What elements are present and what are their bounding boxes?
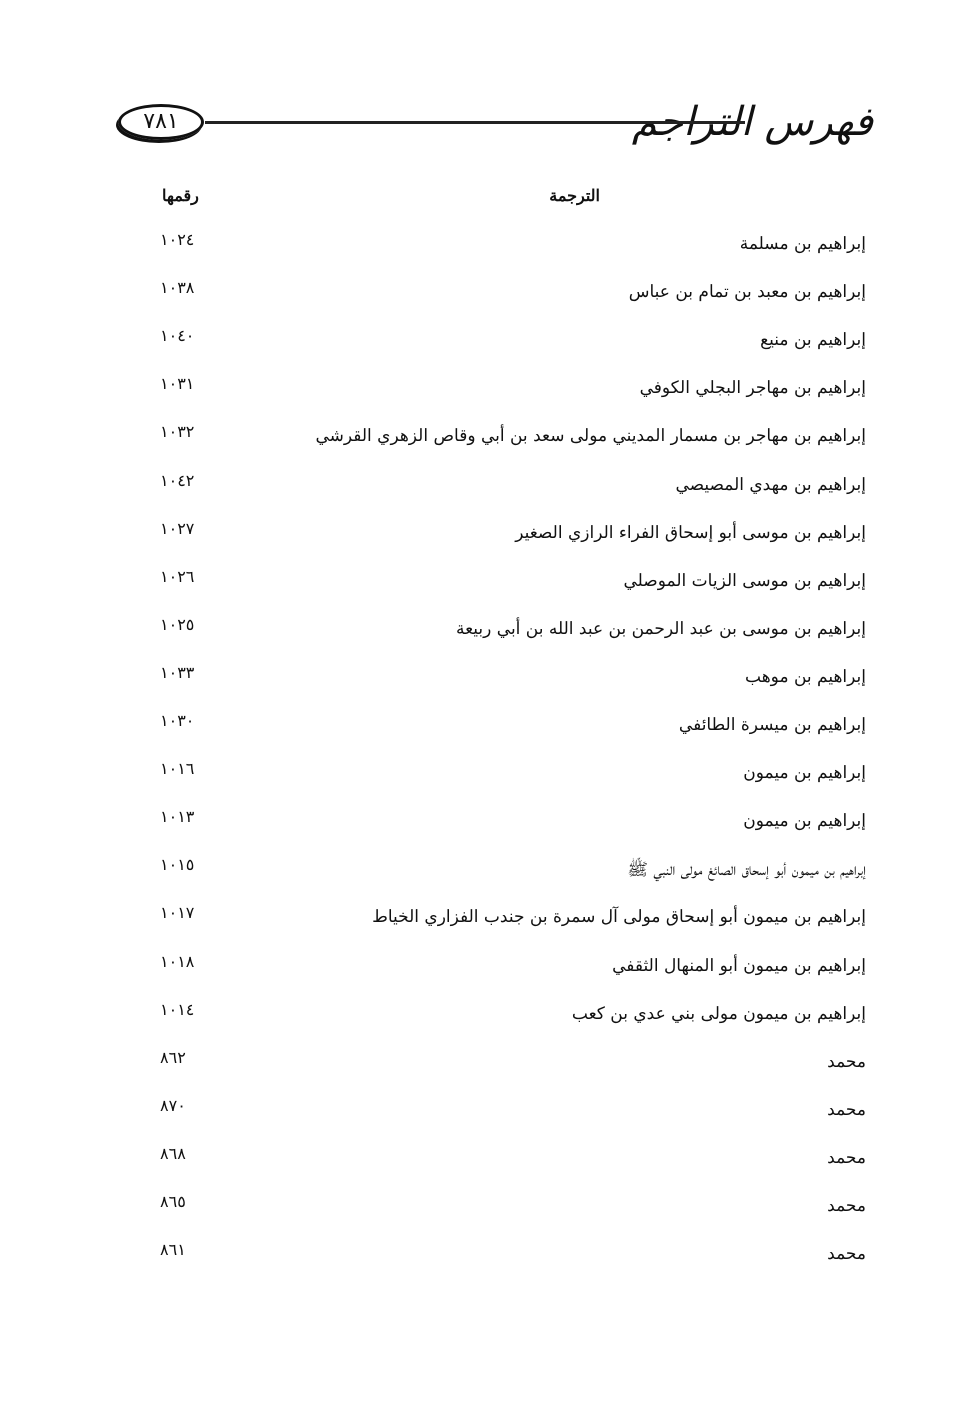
entry-number: ٨٦٥ (160, 1192, 186, 1211)
entry-number: ١٠٣٠ (160, 711, 195, 730)
entry-name: إبراهيم بن منيع (760, 330, 866, 351)
entry-name: إبراهيم بن موسى بن عبد الرحمن بن عبد الل… (455, 618, 866, 639)
entry-name: محمد (827, 1196, 866, 1216)
index-entry: إبراهيم بن مهاجر البجلي الكوفي ١٠٣١ (0, 372, 978, 412)
entry-name: محمد (827, 1051, 866, 1072)
column-header-name: الترجمة (549, 186, 600, 205)
entry-name: إبراهيم بن ميمون أبو إسحاق الصائغ مولى ا… (627, 860, 866, 881)
entry-name: إبراهيم بن معبد بن تمام بن عباس (628, 282, 866, 303)
entry-number: ١٠٢٤ (160, 230, 195, 249)
entry-number: ١٠٣٢ (160, 422, 195, 442)
entry-name: محمد (827, 1244, 866, 1265)
entry-name: إبراهيم بن ميمون (743, 811, 866, 832)
index-entry: محمد ٨٦٢ (0, 1046, 978, 1086)
entry-number: ١٠١٣ (160, 807, 195, 827)
entry-number: ١٠٤٢ (160, 470, 195, 490)
entry-number: ١٠٢٦ (160, 566, 195, 586)
entry-name: إبراهيم بن مهدي المصيصي (675, 474, 866, 495)
index-entry: إبراهيم بن ميمون أبو إسحاق الصائغ مولى ا… (0, 853, 978, 893)
index-entry: إبراهيم بن مهدي المصيصي ١٠٤٢ (0, 469, 978, 509)
entry-number: ١٠١٦ (160, 759, 195, 779)
page-number: ٧٨١ (118, 104, 204, 140)
index-entry: محمد ٨٦٨ (0, 1142, 978, 1182)
index-entry: إبراهيم بن مسلمة ١٠٢٤ (0, 228, 978, 268)
entry-number: ١٠٤٠ (160, 326, 195, 346)
index-entry: إبراهيم بن موسى بن عبد الرحمن بن عبد الل… (0, 613, 978, 653)
entry-name: إبراهيم بن مهاجر البجلي الكوفي (639, 378, 866, 399)
entry-number: ١٠٢٧ (160, 518, 195, 538)
index-entry: إبراهيم بن معبد بن تمام بن عباس ١٠٣٨ (0, 276, 978, 316)
entry-name: إبراهيم بن مهاجر بن مسمار المديني مولى س… (315, 426, 866, 447)
entry-name: محمد (827, 1099, 866, 1120)
entry-number: ١٠٣١ (160, 374, 195, 394)
entry-name: إبراهيم بن ميمون (743, 763, 866, 784)
header-rule (205, 121, 745, 124)
entry-name: إبراهيم بن موهب (745, 666, 866, 687)
index-entry: إبراهيم بن موسى أبو إسحاق الفراء الرازي … (0, 517, 978, 557)
index-entry: محمد ٨٦١ (0, 1238, 978, 1278)
index-entry: إبراهيم بن موسى الزيات الموصلي ١٠٢٦ (0, 565, 978, 605)
entry-number: ١٠٣٨ (160, 278, 195, 298)
entry-number: ١٠٢٥ (160, 614, 195, 634)
entry-name: محمد (827, 1147, 866, 1168)
entry-number: ٨٦٢ (160, 1047, 186, 1067)
entry-number: ١٠١٨ (160, 951, 195, 971)
index-entry: محمد ٨٧٠ (0, 1094, 978, 1134)
entry-number: ٨٦١ (160, 1240, 186, 1260)
index-entry: إبراهيم بن ميمون مولى بني عدي بن كعب ١٠١٤ (0, 998, 978, 1038)
index-entry: إبراهيم بن مهاجر بن مسمار المديني مولى س… (0, 420, 978, 460)
entry-name: إبراهيم بن مسلمة (739, 234, 866, 254)
entry-number: ١٠١٧ (160, 903, 195, 923)
entry-name: إبراهيم بن ميمون أبو إسحاق مولى آل سمرة … (372, 907, 866, 928)
entry-name: إبراهيم بن ميسرة الطائفي (678, 715, 866, 735)
entry-number: ١٠٣٣ (160, 662, 195, 682)
entry-name: إبراهيم بن موسى الزيات الموصلي (623, 570, 867, 591)
column-header-number: رقمها (162, 186, 199, 205)
entry-name: إبراهيم بن موسى أبو إسحاق الفراء الرازي … (515, 522, 866, 543)
index-entry: إبراهيم بن موهب ١٠٣٣ (0, 661, 978, 701)
entry-number: ١٠١٥ (160, 855, 195, 875)
index-entry: إبراهيم بن ميمون أبو المنهال الثقفي ١٠١٨ (0, 950, 978, 990)
entry-number: ٨٧٠ (160, 1095, 186, 1115)
index-entry: إبراهيم بن ميمون ١٠١٣ (0, 805, 978, 845)
index-entry: إبراهيم بن منيع ١٠٤٠ (0, 324, 978, 364)
entry-name: إبراهيم بن ميمون أبو المنهال الثقفي (612, 955, 866, 976)
entry-number: ١٠١٤ (160, 999, 195, 1019)
index-entry: إبراهيم بن ميمون أبو إسحاق مولى آل سمرة … (0, 901, 978, 941)
index-entry: محمد ٨٦٥ (0, 1190, 978, 1230)
index-entry: إبراهيم بن ميسرة الطائفي ١٠٣٠ (0, 709, 978, 749)
entry-number: ٨٦٨ (160, 1143, 186, 1163)
index-entry: إبراهيم بن ميمون ١٠١٦ (0, 757, 978, 797)
entry-name: إبراهيم بن ميمون مولى بني عدي بن كعب (571, 1003, 866, 1024)
